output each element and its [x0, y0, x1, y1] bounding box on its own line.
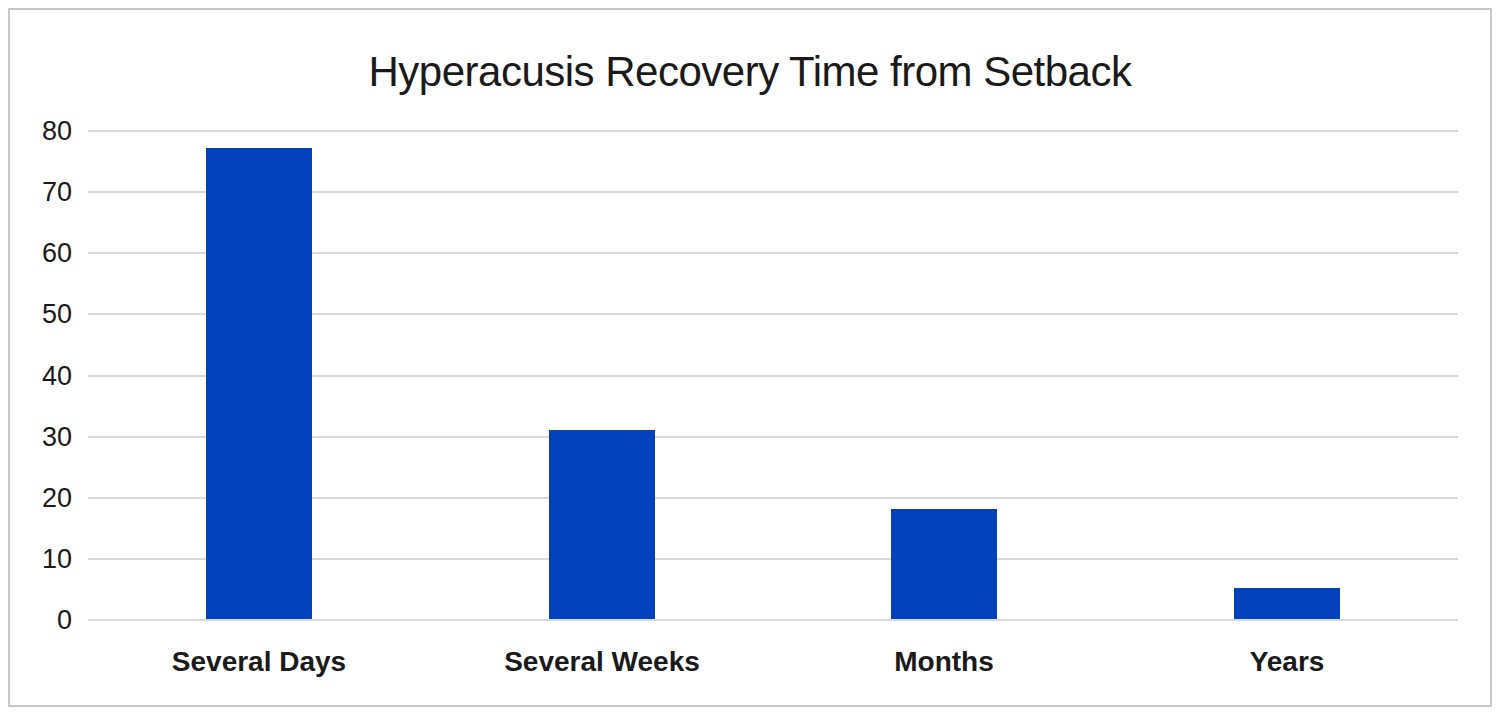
- y-tick-label: 20: [12, 483, 72, 513]
- y-tick-label: 50: [12, 299, 72, 329]
- bar: [206, 148, 312, 619]
- gridline: [88, 619, 1458, 621]
- y-tick-label: 10: [12, 544, 72, 574]
- y-tick-label: 0: [12, 605, 72, 635]
- bar: [1234, 588, 1340, 619]
- x-category-label: Years: [1137, 646, 1437, 678]
- x-category-label: Several Days: [109, 646, 409, 678]
- x-category-label: Several Weeks: [452, 646, 752, 678]
- y-tick-label: 80: [12, 116, 72, 146]
- chart-title: Hyperacusis Recovery Time from Setback: [0, 48, 1500, 96]
- bar: [891, 509, 997, 619]
- x-category-label: Months: [794, 646, 1094, 678]
- y-tick-label: 70: [12, 177, 72, 207]
- y-tick-label: 40: [12, 361, 72, 391]
- plot-area: 01020304050607080Several DaysSeveral Wee…: [88, 131, 1458, 620]
- y-tick-label: 60: [12, 238, 72, 268]
- chart-canvas: Hyperacusis Recovery Time from Setback 0…: [0, 0, 1500, 715]
- gridline: [88, 130, 1458, 132]
- y-tick-label: 30: [12, 422, 72, 452]
- bar: [549, 430, 655, 619]
